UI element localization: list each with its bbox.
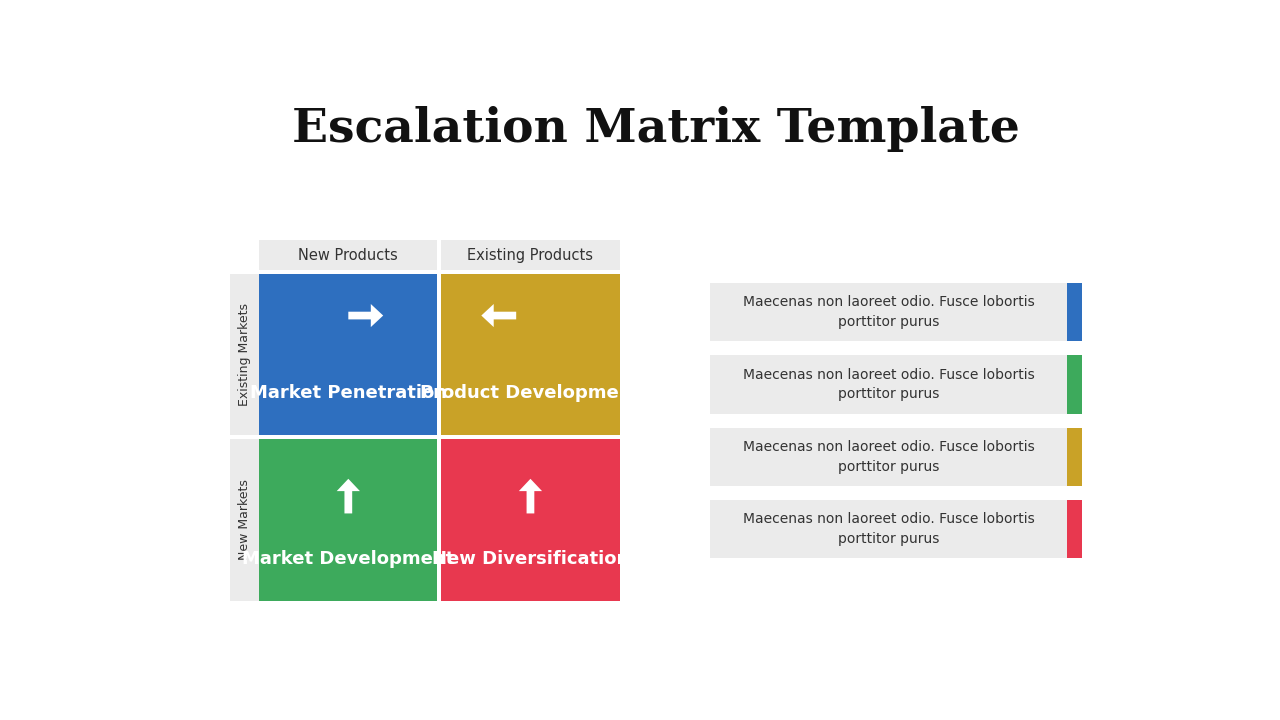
Bar — [442, 439, 620, 600]
Bar — [710, 500, 1066, 559]
Bar — [259, 274, 438, 435]
Bar — [229, 439, 259, 600]
Bar — [1066, 500, 1083, 559]
Bar — [259, 240, 438, 270]
Text: Market Penetration: Market Penetration — [250, 384, 447, 402]
Bar — [710, 428, 1066, 486]
FancyArrow shape — [481, 304, 516, 327]
FancyArrow shape — [518, 479, 541, 513]
Bar — [442, 274, 620, 435]
FancyArrow shape — [337, 479, 360, 513]
Bar — [710, 355, 1066, 414]
Bar — [442, 240, 620, 270]
Text: Product Development: Product Development — [420, 384, 640, 402]
Text: Existing Products: Existing Products — [467, 248, 594, 263]
Text: Existing Markets: Existing Markets — [238, 303, 251, 406]
Text: Maecenas non laoreet odio. Fusce lobortis
porttitor purus: Maecenas non laoreet odio. Fusce loborti… — [742, 440, 1034, 474]
Text: Market Development: Market Development — [242, 549, 454, 567]
Bar — [710, 283, 1066, 341]
Bar — [1066, 355, 1083, 414]
Text: New Products: New Products — [298, 248, 398, 263]
Bar — [259, 439, 438, 600]
FancyArrow shape — [348, 304, 383, 327]
Bar — [229, 274, 259, 435]
Text: New Diversification: New Diversification — [431, 549, 628, 567]
Text: Maecenas non laoreet odio. Fusce lobortis
porttitor purus: Maecenas non laoreet odio. Fusce loborti… — [742, 295, 1034, 329]
Text: Maecenas non laoreet odio. Fusce lobortis
porttitor purus: Maecenas non laoreet odio. Fusce loborti… — [742, 513, 1034, 546]
Text: Escalation Matrix Template: Escalation Matrix Template — [292, 106, 1020, 152]
Text: New Markets: New Markets — [238, 480, 251, 560]
Bar — [1066, 428, 1083, 486]
Bar — [1066, 283, 1083, 341]
Text: Maecenas non laoreet odio. Fusce lobortis
porttitor purus: Maecenas non laoreet odio. Fusce loborti… — [742, 368, 1034, 401]
